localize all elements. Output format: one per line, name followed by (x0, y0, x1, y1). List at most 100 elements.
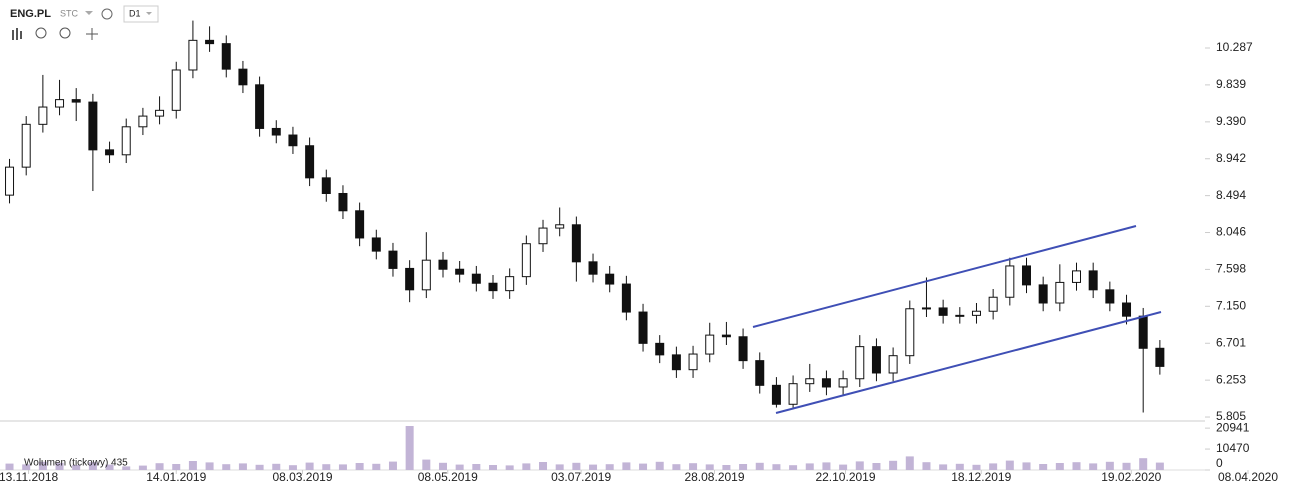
volume-bar (388, 461, 397, 470)
candle-body (1021, 265, 1031, 286)
trend-line (752, 225, 1137, 328)
candle-body (21, 123, 31, 168)
candle-body (438, 259, 448, 270)
dropdown-arrow[interactable] (85, 11, 93, 15)
candle-body (221, 43, 231, 70)
volume-bar (655, 461, 664, 470)
x-tick-label: 18.12.2019 (951, 470, 1011, 484)
volume-bar (572, 462, 581, 470)
candle-body (188, 39, 198, 71)
volume-bar (505, 465, 514, 470)
volume-bar (255, 464, 264, 470)
candle-body (571, 224, 581, 263)
volume-bar (155, 463, 164, 470)
volume-bar (905, 456, 914, 470)
symbol[interactable]: ENG.PL (10, 8, 51, 20)
candle-body (5, 166, 15, 196)
candle-body (805, 378, 815, 385)
candle-body (171, 69, 181, 111)
candle-body (621, 283, 631, 313)
volume-bar (5, 463, 14, 470)
volume-bar (555, 464, 564, 470)
volume-bar (138, 465, 147, 470)
candle-body (455, 268, 465, 275)
volume-bar (589, 464, 598, 470)
x-tick-label: 03.07.2019 (551, 470, 611, 484)
pan-icon[interactable] (86, 28, 98, 40)
volume-bar (455, 464, 464, 470)
x-tick-label: 22.10.2019 (815, 470, 875, 484)
y-tick-label: 7.150 (1216, 298, 1246, 312)
candle-body (821, 378, 831, 388)
volume-bar (238, 463, 247, 470)
x-tick-label: 08.04.2020 (1218, 470, 1278, 484)
volume-bar (172, 464, 181, 470)
volume-bar (789, 465, 798, 470)
interval[interactable]: D1 (129, 8, 141, 18)
y-tick-label: 7.598 (1216, 262, 1246, 276)
candle-body (671, 354, 681, 371)
volume-tick-label: 20941 (1216, 420, 1250, 434)
candle-body (421, 259, 431, 291)
volume-bar (338, 464, 347, 470)
volume-bar (1005, 460, 1014, 470)
volume-bar (305, 462, 314, 470)
price-mode[interactable]: STC (60, 8, 79, 18)
volume-bar (122, 466, 131, 470)
volume-bar (805, 463, 814, 470)
candle-body (988, 296, 998, 312)
volume-bar (438, 462, 447, 470)
candle-body (121, 126, 131, 156)
interval-box[interactable] (123, 5, 159, 23)
candle-body (1055, 281, 1065, 304)
volume-bar (522, 463, 531, 470)
dropdown-arrow[interactable] (146, 12, 152, 15)
y-tick-label: 5.805 (1216, 409, 1246, 423)
candle-body (388, 250, 398, 269)
info-icon[interactable] (101, 8, 113, 20)
candle-body (871, 346, 881, 374)
y-tick-label: 10.287 (1216, 40, 1253, 54)
candle-body (471, 273, 481, 284)
chart-type-icon[interactable] (12, 28, 22, 40)
candle-body (205, 39, 215, 45)
volume-bar (605, 464, 614, 470)
volume-bar (288, 465, 297, 470)
candle-body (288, 134, 298, 147)
volume-bar (1022, 462, 1031, 470)
volume-bar (955, 463, 964, 470)
candle-body (705, 334, 715, 355)
volume-bar (55, 462, 64, 470)
volume-bar (405, 426, 414, 470)
volume-bar (322, 464, 331, 470)
zoom-out-icon[interactable] (35, 27, 47, 39)
volume-bar (88, 462, 97, 470)
candle-body (1072, 270, 1082, 283)
candle-body (355, 210, 365, 239)
candle-body (605, 273, 615, 285)
y-tick-label: 8.942 (1216, 151, 1246, 165)
candle-body (638, 311, 648, 344)
y-tick-label: 6.701 (1216, 335, 1246, 349)
volume-bar (72, 465, 81, 470)
candle-body (1122, 302, 1132, 317)
volume-bar (205, 462, 214, 470)
volume-bar (672, 464, 681, 470)
candle-body (888, 355, 898, 374)
y-tick-label: 9.839 (1216, 77, 1246, 91)
zoom-in-icon[interactable] (59, 27, 71, 39)
volume-bar (705, 464, 714, 470)
volume-bar (1089, 463, 1098, 470)
volume-bar (1039, 464, 1048, 470)
candle-body (1088, 270, 1098, 291)
candle-body (755, 360, 765, 386)
volume-bar (1122, 462, 1131, 470)
candle-body (688, 353, 698, 371)
candle-body (1155, 347, 1165, 367)
volume-bar (772, 464, 781, 470)
volume-bar (822, 462, 831, 470)
volume-bar (489, 465, 498, 470)
volume-bar (1155, 462, 1164, 470)
